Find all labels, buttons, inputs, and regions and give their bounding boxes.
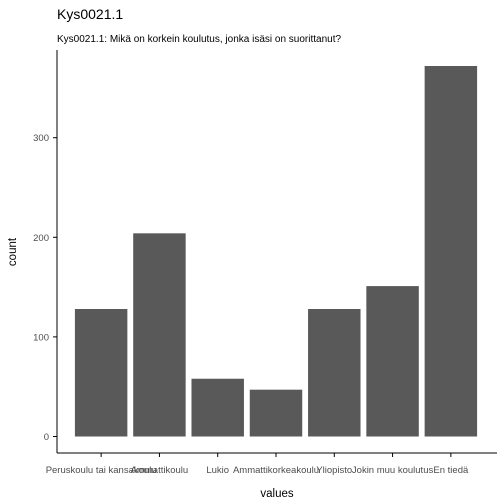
y-tick-label: 0 [44, 432, 49, 443]
x-tick-label: Jokin muu koulutus [352, 465, 434, 476]
x-tick-label: Yliopisto [316, 465, 352, 476]
x-axis-title: values [260, 488, 293, 500]
x-tick-label: Ammattikorkeakoulu [233, 465, 319, 476]
bar-7 [424, 65, 478, 437]
x-tick-label: Peruskoulu tai kansakoulu [46, 465, 157, 476]
y-tick-label: 200 [33, 233, 49, 244]
bar-1 [74, 309, 128, 437]
bar-6 [366, 286, 419, 437]
x-tick-label: Ammattikoulu [131, 465, 189, 476]
bar-5 [308, 309, 361, 437]
x-tick-label: En tiedä [433, 465, 469, 476]
bar-4 [249, 389, 303, 437]
bar-3 [191, 378, 244, 437]
chart-subtitle: Kys0021.1: Mikä on korkein koulutus, jon… [57, 34, 341, 45]
bars-group [74, 65, 478, 437]
y-tick-label: 300 [33, 133, 49, 144]
y-tick-label: 100 [33, 332, 49, 343]
y-axis-ticks: 0 100 200 300 [33, 133, 57, 443]
y-axis-title: count [7, 237, 19, 266]
bar-2 [133, 233, 186, 437]
chart-title: Kys0021.1 [57, 6, 123, 22]
x-tick-label: Lukio [206, 465, 229, 476]
